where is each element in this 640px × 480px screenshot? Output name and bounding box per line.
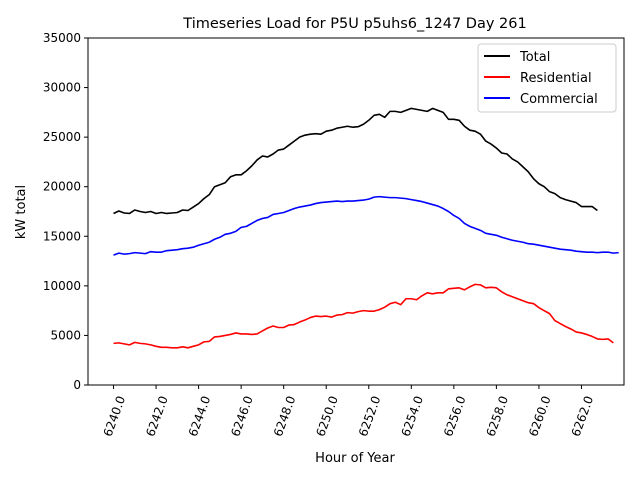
y-tick-label: 15000: [43, 229, 81, 243]
y-tick-label: 5000: [50, 328, 81, 342]
y-axis-ticks: 0 5000 10000 15000 20000 25000 30000 35000: [43, 31, 88, 392]
legend-label-residential: Residential: [520, 71, 592, 86]
y-tick-label: 20000: [43, 180, 81, 194]
y-tick-label: 25000: [43, 130, 81, 144]
series-line-residential: [113, 283, 614, 349]
series-line-total: [113, 107, 598, 215]
series-line-commercial: [113, 195, 619, 256]
y-tick-label: 35000: [43, 31, 81, 45]
x-axis-label: Hour of Year: [315, 451, 395, 466]
series-layer: [113, 107, 619, 349]
chart-title: Timeseries Load for P5U p5uhs6_1247 Day …: [182, 16, 526, 32]
y-tick-label: 10000: [43, 279, 81, 293]
legend: Total Residential Commercial: [477, 43, 617, 113]
y-tick-label: 0: [73, 378, 81, 392]
y-axis-label: kW total: [14, 185, 29, 239]
plot-frame: [87, 37, 625, 386]
legend-box: [477, 43, 617, 113]
legend-label-commercial: Commercial: [520, 92, 598, 107]
legend-label-total: Total: [519, 50, 550, 65]
y-tick-label: 30000: [43, 81, 81, 95]
